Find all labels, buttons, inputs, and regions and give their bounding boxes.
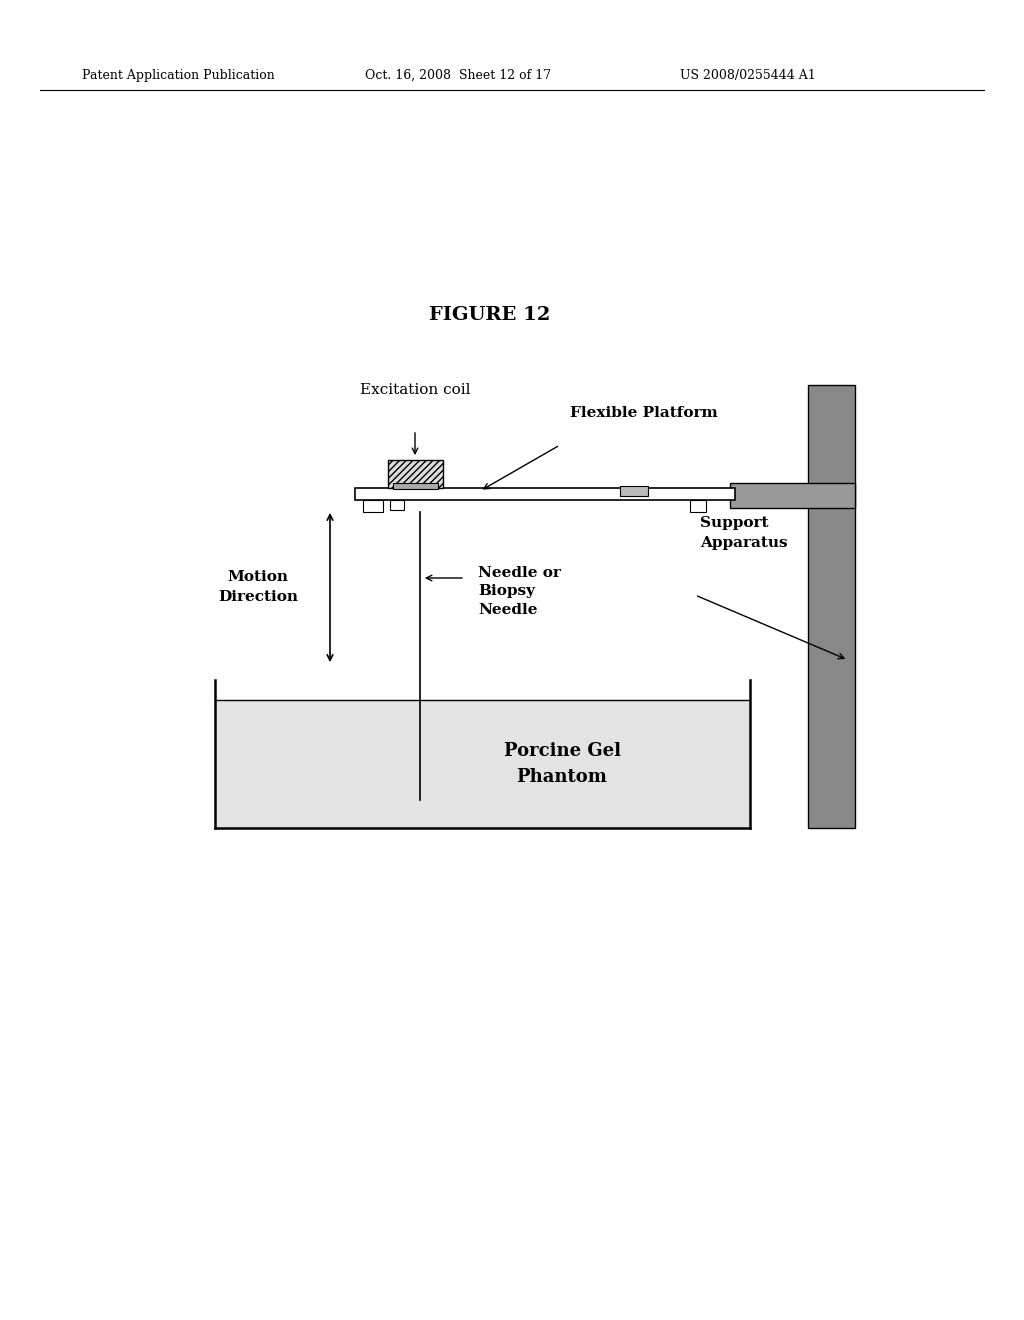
Text: Needle or
Biopsy
Needle: Needle or Biopsy Needle [478,566,561,616]
Text: Porcine Gel
Phantom: Porcine Gel Phantom [504,742,621,785]
Text: FIGURE 12: FIGURE 12 [429,306,551,323]
Bar [355,488,735,500]
Bar [620,486,648,496]
Bar [393,483,438,488]
Bar [390,500,404,510]
Bar [362,500,383,512]
Bar [388,459,443,488]
Bar [215,700,750,828]
Text: Flexible Platform: Flexible Platform [570,407,718,420]
Bar [808,385,855,828]
Bar [730,483,855,508]
Bar [690,500,706,512]
Text: Oct. 16, 2008  Sheet 12 of 17: Oct. 16, 2008 Sheet 12 of 17 [365,69,551,82]
Text: Motion
Direction: Motion Direction [218,570,298,603]
Text: Support
Apparatus: Support Apparatus [700,516,787,550]
Text: US 2008/0255444 A1: US 2008/0255444 A1 [680,69,816,82]
Text: Patent Application Publication: Patent Application Publication [82,69,274,82]
Text: Excitation coil: Excitation coil [359,383,470,397]
